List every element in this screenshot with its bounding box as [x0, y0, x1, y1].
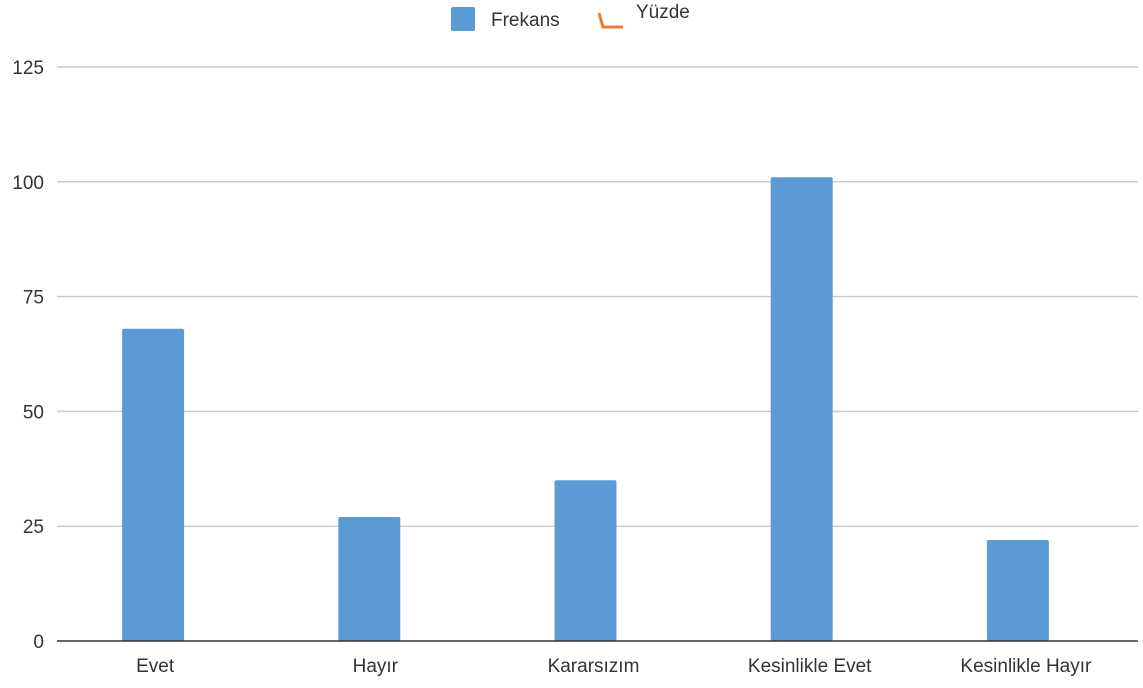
- x-axis: Evet Hayır Kararsızım Kesinlikle Evet Kesinl…: [57, 640, 1138, 677]
- bar-4: [770, 177, 833, 641]
- bars: [122, 177, 1049, 641]
- legend: Frekans Yüzde: [451, 2, 690, 31]
- bar-5: [986, 539, 1049, 641]
- x-tick-label-2: Hayır: [353, 656, 399, 677]
- legend-label-yuzde: Yüzde: [636, 2, 690, 23]
- bar-2: [338, 517, 401, 641]
- bar-3: [554, 480, 617, 641]
- x-tick-label-1: Evet: [136, 656, 175, 677]
- x-tick-label-3: Kararsızım: [548, 656, 640, 677]
- y-tick-label-100: 100: [12, 173, 44, 194]
- y-tick-label-25: 25: [23, 517, 44, 538]
- y-axis-ticks: 0 25 50 75 100 125: [12, 58, 44, 653]
- bar-1: [122, 328, 185, 641]
- x-tick-label-4: Kesinlikle Evet: [748, 656, 872, 677]
- legend-swatch-frekans: [451, 7, 475, 31]
- x-tick-label-5: Kesinlikle Hayır: [960, 656, 1092, 677]
- y-tick-label-125: 125: [12, 58, 44, 79]
- y-tick-label-50: 50: [23, 402, 44, 423]
- y-tick-label-0: 0: [33, 632, 44, 653]
- legend-swatch-yuzde: [597, 12, 623, 29]
- grid-lines: [57, 66, 1138, 527]
- y-tick-label-75: 75: [23, 288, 44, 309]
- legend-label-frekans: Frekans: [491, 10, 560, 31]
